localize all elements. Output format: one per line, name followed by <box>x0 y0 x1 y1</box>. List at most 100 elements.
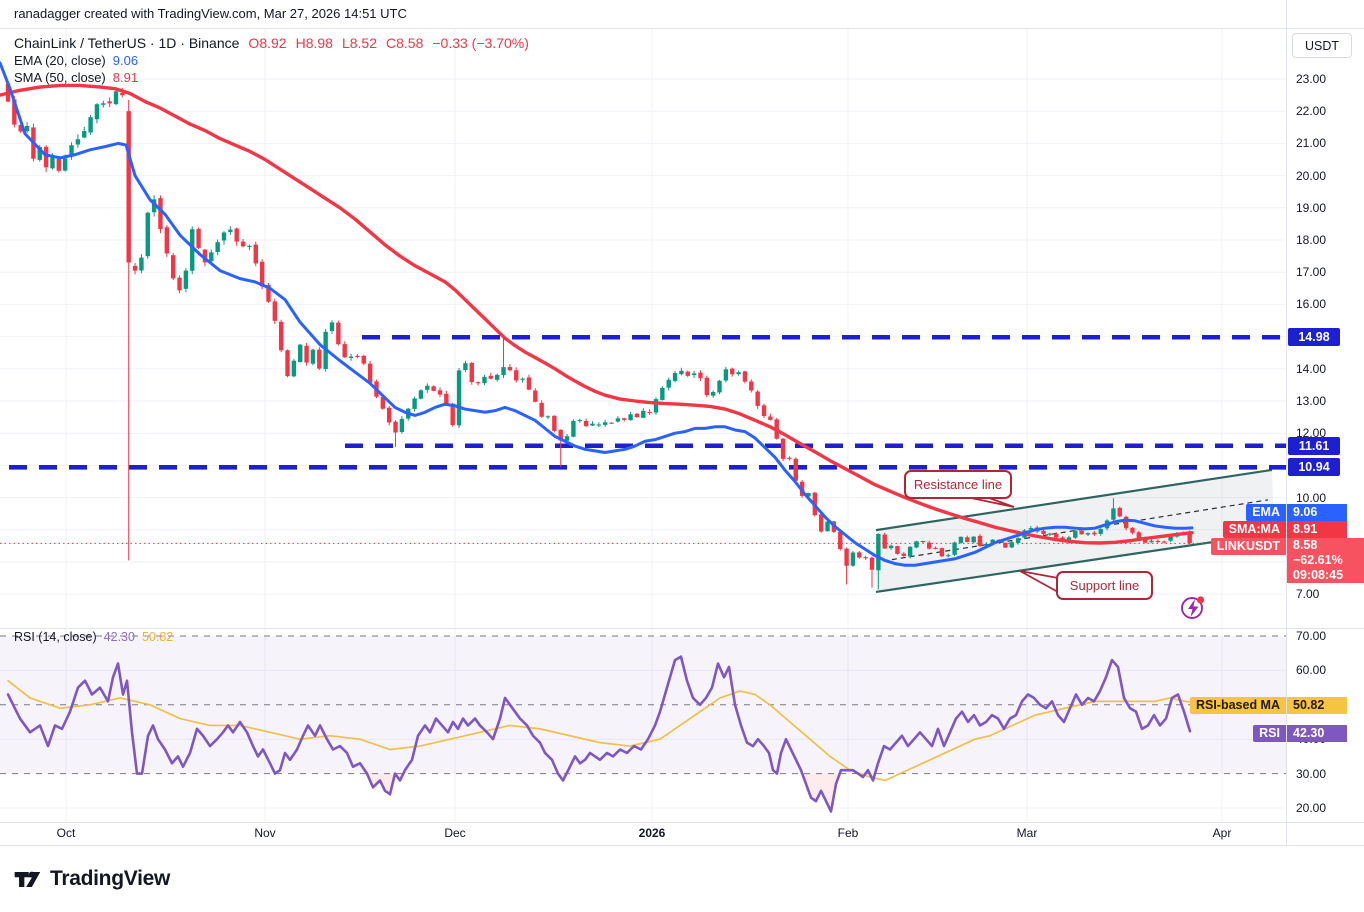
axis-tick: 22.00 <box>1296 104 1327 119</box>
candle-body <box>939 548 945 557</box>
candle-body <box>399 418 405 433</box>
candle-body <box>317 349 322 369</box>
sma-axis-value: 8.91 <box>1287 521 1347 538</box>
candle-body <box>990 539 995 545</box>
currency-toggle-button[interactable]: USDT <box>1292 33 1352 58</box>
candle-body <box>18 124 23 132</box>
candle-body <box>215 242 220 252</box>
time-tick: Apr <box>1212 826 1232 840</box>
sma-legend-row[interactable]: SMA (50, close) 8.91 <box>14 70 138 85</box>
tradingview-logo-icon <box>14 871 41 887</box>
symbol-title[interactable]: ChainLink / TetherUS · 1D · Binance <box>14 35 240 51</box>
candle-body <box>958 536 964 543</box>
candle-body <box>793 458 798 481</box>
candle-body <box>437 390 443 395</box>
ema-legend-row[interactable]: EMA (20, close) 9.06 <box>14 53 138 68</box>
support-line-callout[interactable]: Support line <box>1056 571 1153 600</box>
rsi-legend-row[interactable]: RSI (14, close) 42.30 50.82 <box>14 630 173 644</box>
candle-body <box>329 322 335 331</box>
last-price-label: 8.58 −62.61% 09:08:45 <box>1287 538 1364 583</box>
candle-body <box>62 158 68 171</box>
resistance-trendline[interactable] <box>875 468 1273 532</box>
candle-body <box>615 418 621 422</box>
candle-body <box>838 531 843 550</box>
candle-body <box>190 229 195 271</box>
price-scale[interactable]: 23.00 22.00 21.00 20.00 19.00 18.00 17.00 16.00… <box>1286 0 1364 845</box>
pane-separator[interactable] <box>0 628 1364 629</box>
rsi-axis-value: 42.30 <box>1287 725 1347 742</box>
candle-body <box>501 367 506 376</box>
symbol-axis-tag: LINKUSDT <box>1210 538 1286 555</box>
candle-body <box>1073 530 1078 538</box>
candle-body <box>1092 532 1097 535</box>
time-scale[interactable]: Oct Nov Dec 2026 Feb Mar Apr <box>0 822 1364 845</box>
candle-body <box>806 493 811 497</box>
axis-tick: 60.00 <box>1296 663 1327 678</box>
candle-body <box>120 92 125 96</box>
candle-body <box>666 379 671 388</box>
candle-body <box>920 540 926 543</box>
candle-body <box>113 91 119 105</box>
candle-body <box>952 542 957 555</box>
candle-body <box>888 545 894 549</box>
candle-body <box>907 546 913 557</box>
candle-body <box>539 402 544 417</box>
candle-body <box>202 249 208 263</box>
candle-body <box>564 436 570 441</box>
candle-body <box>768 416 773 420</box>
candle-body <box>1098 529 1103 534</box>
rsi-axis-tag: RSI <box>1253 725 1286 742</box>
chart-top-border <box>0 28 1364 29</box>
candle-body <box>234 228 239 242</box>
candle-body <box>475 382 481 384</box>
candle-body <box>818 514 824 532</box>
candle-body <box>488 375 494 379</box>
sma-legend-value: 8.91 <box>112 70 139 85</box>
resistance-line-callout[interactable]: Resistance line <box>904 470 1012 499</box>
candle-body <box>647 411 652 414</box>
candle-body <box>450 403 455 426</box>
candle-body <box>164 227 170 254</box>
candle-body <box>977 535 983 546</box>
flash-icon[interactable] <box>1181 596 1205 619</box>
candle-body <box>825 521 830 532</box>
candle-body <box>24 126 30 132</box>
support-trendline[interactable] <box>875 531 1275 594</box>
axis-tick: 12.00 <box>1296 426 1327 441</box>
candle-body <box>304 345 309 363</box>
support-line-label: Support line <box>1069 578 1140 593</box>
candle-body <box>177 277 182 291</box>
tradingview-logo[interactable]: TradingView <box>12 864 170 894</box>
candle-body <box>1136 532 1142 539</box>
candle-body <box>571 420 576 437</box>
candle-body <box>259 261 265 287</box>
candle-body <box>552 415 557 431</box>
candle-body <box>704 377 710 396</box>
axis-tick: 30.00 <box>1296 766 1327 781</box>
candle-body <box>1117 507 1122 517</box>
rsi-legend-label: RSI (14, close) <box>14 630 97 644</box>
candle-body <box>742 371 748 382</box>
candle-body <box>132 265 138 271</box>
price-level-label: 11.61 <box>1288 436 1340 455</box>
candle-body <box>469 362 474 383</box>
candle-body <box>1054 533 1059 538</box>
candle-body <box>1047 533 1053 535</box>
candle-body <box>749 381 754 391</box>
candle-body <box>425 385 430 390</box>
candle-body <box>355 355 360 357</box>
time-axis-separator <box>0 822 1364 823</box>
ohlc-close: C8.58 <box>385 35 424 51</box>
candle-body <box>850 552 856 566</box>
candle-body <box>672 373 678 381</box>
axis-tick: 20.00 <box>1296 801 1327 815</box>
time-tick: 2026 <box>638 826 666 840</box>
candle-body <box>37 147 42 160</box>
candle-body <box>698 372 703 379</box>
candle-body <box>412 398 417 409</box>
candle-body <box>463 363 468 371</box>
candle-body <box>43 146 49 168</box>
candle-body <box>926 542 932 549</box>
candle-body <box>596 424 602 426</box>
